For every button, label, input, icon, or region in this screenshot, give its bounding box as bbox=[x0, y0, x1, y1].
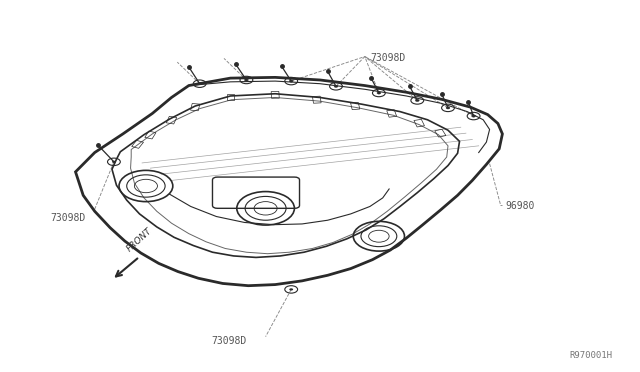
Circle shape bbox=[446, 107, 450, 109]
Bar bbox=[227, 94, 234, 100]
Bar bbox=[351, 102, 360, 110]
Bar bbox=[166, 116, 177, 124]
Circle shape bbox=[112, 161, 116, 163]
Bar bbox=[145, 131, 156, 139]
Text: 96980: 96980 bbox=[506, 202, 535, 211]
Bar bbox=[271, 92, 279, 98]
Circle shape bbox=[289, 288, 293, 291]
Bar bbox=[191, 103, 200, 111]
Text: FRONT: FRONT bbox=[125, 226, 154, 254]
Circle shape bbox=[289, 80, 293, 82]
Text: 73098D: 73098D bbox=[50, 213, 85, 222]
Circle shape bbox=[334, 85, 338, 87]
Bar bbox=[132, 140, 143, 148]
Text: 73098D: 73098D bbox=[370, 53, 405, 62]
Circle shape bbox=[415, 99, 419, 102]
Text: R970001H: R970001H bbox=[570, 351, 612, 360]
Bar bbox=[414, 119, 424, 127]
Circle shape bbox=[472, 115, 476, 117]
Bar bbox=[435, 129, 446, 137]
Circle shape bbox=[198, 83, 202, 85]
Bar bbox=[312, 96, 321, 103]
Circle shape bbox=[244, 79, 248, 81]
Text: 73098D: 73098D bbox=[211, 337, 246, 346]
Circle shape bbox=[377, 92, 381, 94]
Bar bbox=[387, 110, 397, 117]
